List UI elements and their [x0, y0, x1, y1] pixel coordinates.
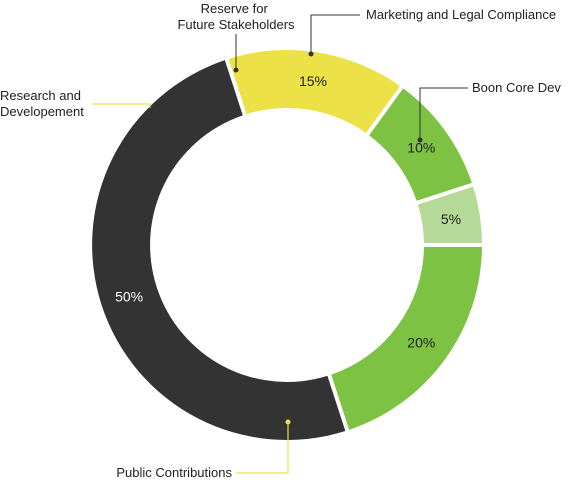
percent-label-reserve-for-future-stakeholders: 10% [407, 139, 435, 155]
slice-reserve-for-future-stakeholders [369, 88, 472, 201]
slices-group [92, 50, 482, 440]
percent-label-research-and-developement: 15% [299, 73, 327, 89]
slice-public-contributions [92, 60, 346, 440]
callout-boon-core-dev: Boon Core Dev [417, 80, 561, 143]
callout-dot-boon-core-dev [417, 137, 423, 143]
slice-research-and-developement [228, 50, 400, 134]
callout-label-marketing: Marketing and Legal Compliance [366, 7, 556, 22]
callout-line-public [236, 422, 289, 474]
callout-label-boon-core-dev: Boon Core Dev [472, 80, 561, 95]
callout-reserve: Reserve for Future Stakeholders [177, 1, 295, 73]
callout-line-research [92, 103, 151, 108]
slice-marketing-and-legal-compliance [417, 186, 482, 243]
percent-label-boon-core-dev: 20% [407, 335, 435, 351]
slice-boon-core-dev [331, 247, 482, 430]
callout-label-reserve-line1: Reserve for [201, 1, 269, 16]
callout-line-marketing [310, 14, 360, 54]
callout-dot-public [285, 419, 291, 425]
callout-public: Public Contributions [116, 419, 291, 480]
callout-line-boon-core-dev [419, 87, 468, 140]
callout-label-research-line2: Developement [0, 104, 84, 119]
percent-label-marketing-and-legal-compliance: 5% [441, 211, 461, 227]
callout-label-public: Public Contributions [116, 465, 232, 480]
callout-dot-reserve [233, 67, 239, 73]
callout-label-reserve-line2: Future Stakeholders [177, 17, 295, 32]
callout-label-research-line1: Research and [0, 88, 81, 103]
callout-label-reserve: Reserve for Future Stakeholders [177, 1, 295, 32]
callout-label-research: Research and Developement [0, 88, 85, 119]
percent-label-public-contributions: 50% [115, 288, 143, 304]
callout-research: Research and Developement [0, 88, 151, 119]
callout-dot-marketing [308, 51, 314, 57]
percent-labels-group: 20% 50% 15% 10% 5% [115, 73, 461, 351]
callout-marketing: Marketing and Legal Compliance [308, 7, 556, 57]
